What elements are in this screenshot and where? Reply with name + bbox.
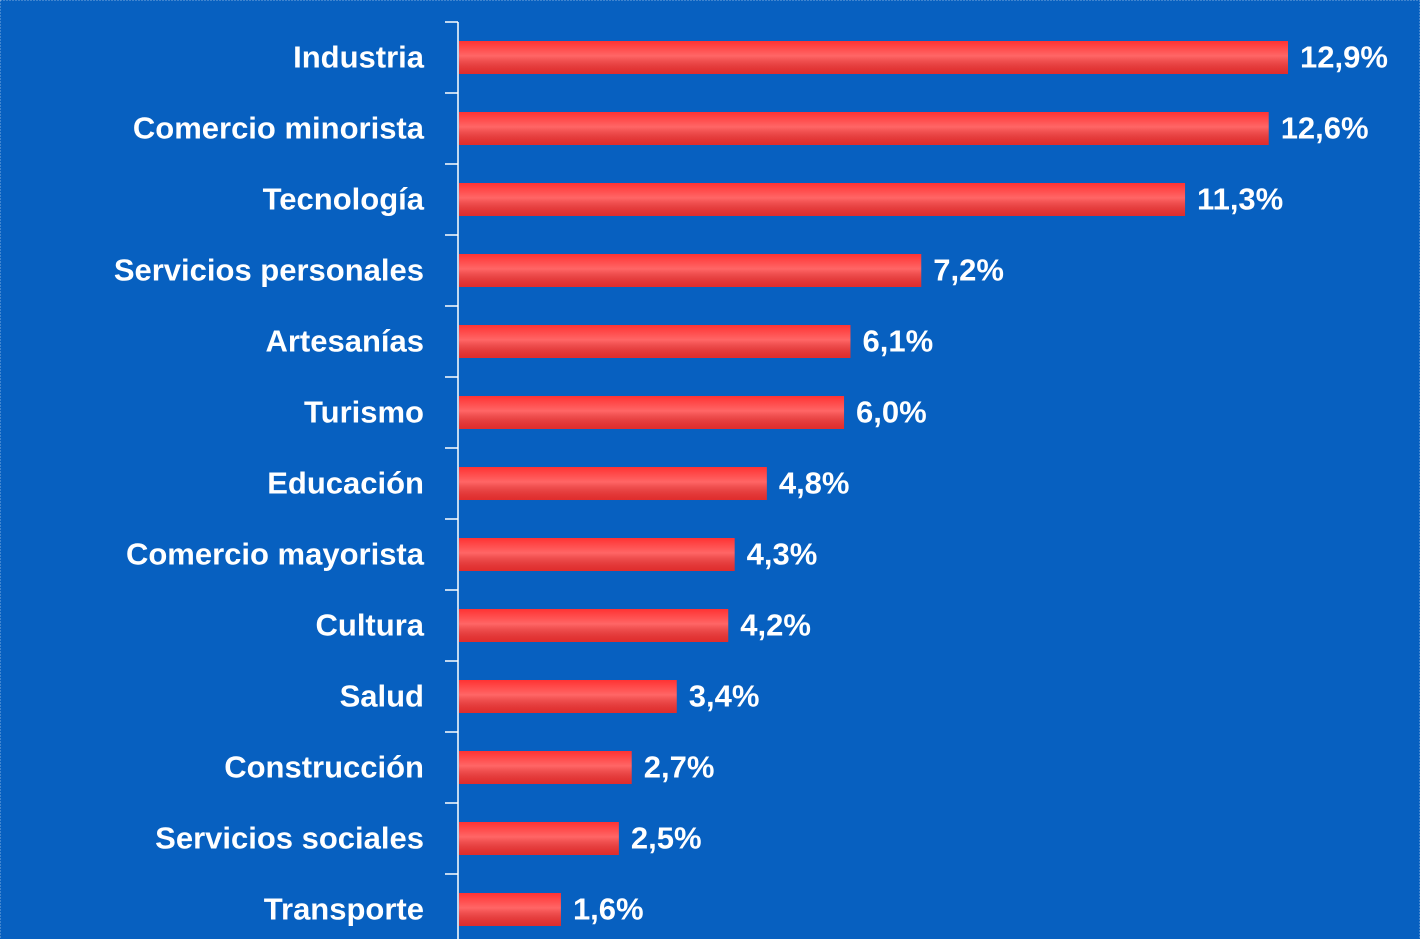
bar-sheen <box>459 609 729 642</box>
value-label: 4,8% <box>779 466 850 501</box>
category-label: Tecnología <box>263 182 425 217</box>
bar-sheen <box>459 183 1186 216</box>
value-label: 11,3% <box>1197 182 1283 217</box>
value-label: 6,1% <box>862 324 933 359</box>
bar-sheen <box>459 396 845 429</box>
bar-sheen <box>459 112 1269 145</box>
bar-sheen <box>459 751 632 784</box>
bar-sheen <box>459 893 561 926</box>
value-label: 6,0% <box>856 395 927 430</box>
value-label: 3,4% <box>689 679 760 714</box>
bar-sheen <box>459 538 735 571</box>
value-label: 12,6% <box>1281 111 1369 146</box>
category-label: Comercio mayorista <box>126 537 425 572</box>
bar-sheen <box>459 41 1288 74</box>
category-label: Servicios sociales <box>155 821 424 856</box>
category-label: Salud <box>340 679 424 714</box>
value-label: 2,5% <box>631 821 702 856</box>
value-label: 4,2% <box>740 608 811 643</box>
bar-sheen <box>459 325 851 358</box>
value-label: 2,7% <box>644 750 715 785</box>
bar-sheen <box>459 467 767 500</box>
bar-sheen <box>459 822 619 855</box>
category-label: Comercio minorista <box>133 111 425 146</box>
category-label: Turismo <box>304 395 424 430</box>
category-label: Artesanías <box>265 324 424 359</box>
category-label: Servicios personales <box>114 253 424 288</box>
category-label: Cultura <box>316 608 425 643</box>
category-label: Construcción <box>224 750 424 785</box>
value-label: 7,2% <box>933 253 1004 288</box>
bar-sheen <box>459 254 922 287</box>
value-label: 12,9% <box>1300 40 1388 75</box>
value-label: 1,6% <box>573 892 644 927</box>
bar-sheen <box>459 680 677 713</box>
category-label: Educación <box>267 466 424 501</box>
value-label: 4,3% <box>747 537 818 572</box>
category-label: Transporte <box>264 892 424 927</box>
category-label: Industria <box>293 40 425 75</box>
